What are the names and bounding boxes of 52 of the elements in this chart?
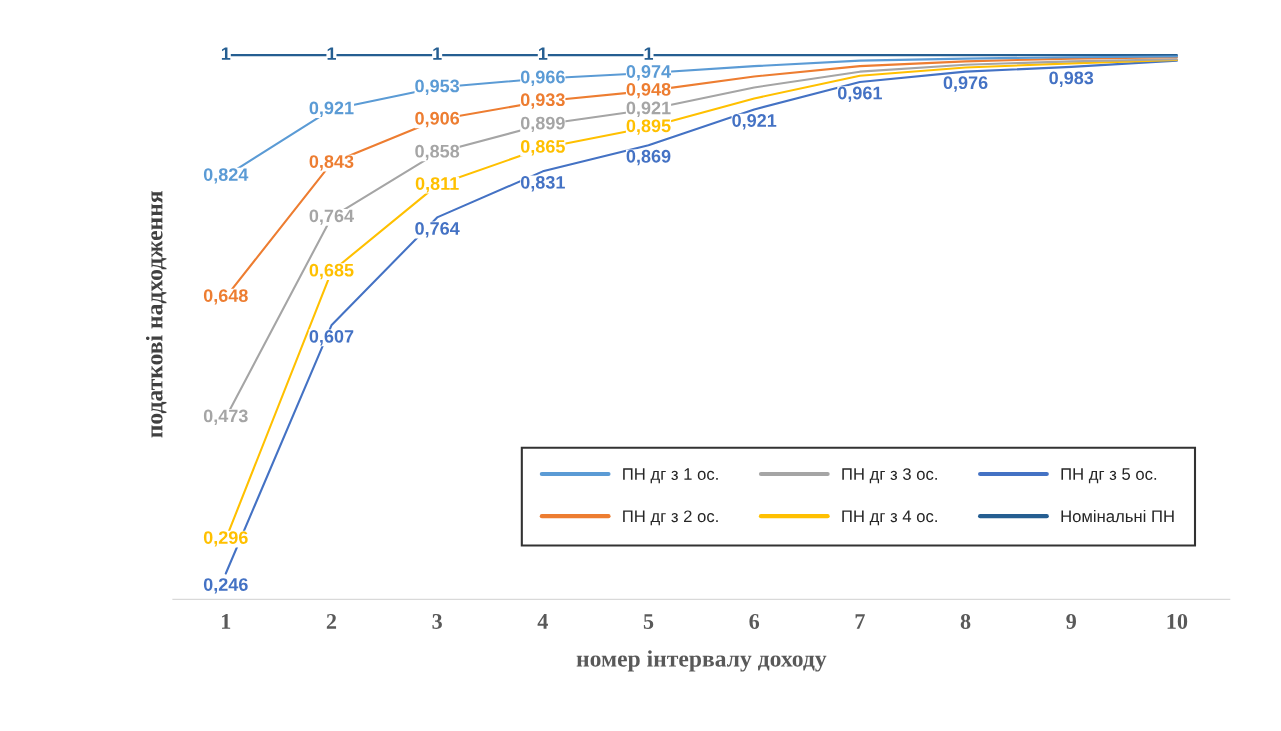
legend-label: ПН дг з 5 ос.: [1061, 468, 1157, 484]
data-label: 0,685: [309, 263, 354, 280]
data-label: 0,976: [943, 76, 988, 92]
data-label: 0,921: [626, 101, 671, 117]
x-tick-label: 7: [855, 614, 865, 629]
data-label: 1: [538, 47, 548, 60]
x-tick-label: 5: [643, 614, 654, 629]
data-label: 0,607: [309, 329, 354, 346]
legend-label: ПН дг з 3 ос.: [842, 468, 937, 484]
data-label: 1: [327, 47, 336, 60]
data-label: 0,824: [203, 168, 249, 184]
data-label: 0,865: [520, 140, 565, 156]
x-tick-label: 6: [749, 614, 760, 629]
data-label: 0,473: [203, 409, 248, 425]
data-label: 1: [644, 47, 654, 60]
data-label: 0,921: [309, 101, 354, 117]
y-axis-title: податкові надходження: [145, 191, 167, 438]
data-label: 0,983: [1049, 71, 1094, 87]
data-label: 0,895: [626, 119, 671, 135]
data-label: 0,953: [415, 79, 460, 95]
data-label: 0,831: [520, 175, 565, 192]
x-axis-title: номер інтервалу доходу: [576, 650, 827, 672]
data-label: 0,921: [732, 114, 777, 130]
data-label: 0,906: [415, 111, 460, 128]
data-label: 1: [221, 47, 231, 60]
data-label: 0,764: [309, 209, 354, 225]
data-label: 1: [433, 47, 442, 60]
data-label: 0,966: [520, 70, 565, 86]
data-label: 0,869: [626, 149, 671, 166]
x-tick-label: 3: [432, 614, 442, 629]
legend-label: ПН дг з 4 ос.: [842, 510, 937, 526]
data-label: 0,933: [520, 93, 565, 109]
data-label: 0,648: [203, 289, 248, 305]
x-tick-label: 4: [537, 614, 548, 629]
data-label: 0,843: [309, 155, 354, 171]
x-tick-label: 10: [1167, 613, 1188, 629]
x-tick-label: 9: [1066, 614, 1076, 629]
data-label: 0,764: [415, 222, 460, 238]
data-label: 0,899: [520, 116, 565, 133]
legend-label: ПН дг з 1 ос.: [623, 468, 718, 484]
x-tick-label: 8: [960, 613, 971, 629]
data-label: 0,246: [203, 578, 248, 594]
data-label: 0,974: [626, 65, 671, 81]
x-tick-label: 2: [326, 614, 337, 629]
data-label: 0,811: [415, 177, 459, 193]
data-label: 0,961: [838, 86, 882, 103]
legend-label: ПН дг з 2 ос.: [623, 510, 718, 526]
x-tick-label: 1: [222, 614, 231, 629]
data-label: 0,296: [203, 531, 248, 547]
data-label: 0,858: [415, 144, 460, 161]
data-label: 0,948: [626, 82, 671, 99]
legend-label: Номінальні ПН: [1061, 509, 1174, 523]
